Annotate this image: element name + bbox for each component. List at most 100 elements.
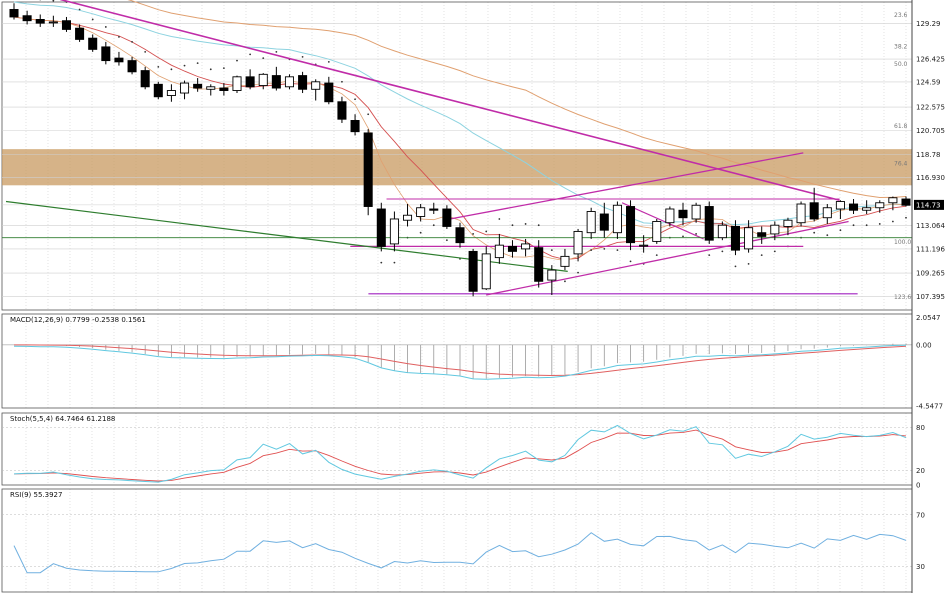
sar-dot [91, 18, 94, 21]
candle [875, 200, 885, 213]
candle [862, 200, 872, 214]
macd-panel: MACD(12,26,9) 0.7799 -0.2538 0.1561 [1, 313, 913, 409]
sar-dot [52, 0, 55, 2]
sar-dot [708, 254, 711, 257]
candle [612, 201, 622, 239]
candle [61, 16, 71, 32]
price-axis: 129.29 126.425 124.59 122.575 120.705 118.78 1… [911, 0, 945, 593]
ma-long-line [127, 0, 907, 199]
candle-bullish [586, 211, 596, 234]
candle-bearish [534, 247, 544, 282]
candle-bullish [180, 82, 190, 94]
fib-label: 23.6 [894, 12, 908, 19]
sar-dot [695, 233, 698, 235]
candle-bearish [337, 101, 347, 120]
candle [547, 265, 557, 296]
sar-dot [445, 239, 448, 242]
candle-bearish [324, 82, 334, 103]
candle [376, 202, 386, 252]
fib-label: 50.0 [894, 61, 908, 68]
candle [560, 248, 570, 271]
sar-dot [905, 216, 907, 219]
candle-bullish [232, 76, 242, 91]
candle-bullish [875, 202, 885, 209]
ma-mid-line [13, 1, 906, 226]
candle [9, 3, 19, 20]
price-tick-label: 111.196 [916, 245, 945, 253]
fib-label: 61.8 [894, 123, 908, 130]
sar-dot [524, 223, 527, 225]
stoch-main-line [13, 424, 907, 483]
candle [88, 34, 98, 52]
channel-upper [449, 152, 804, 220]
candle-bullish [783, 219, 793, 227]
sar-dot [262, 57, 265, 60]
price-tick-label: 116.930 [916, 174, 945, 182]
candle-bullish [612, 204, 622, 234]
candle-bullish [822, 207, 832, 219]
candle-bearish [35, 19, 45, 24]
candle [22, 10, 32, 25]
sar-dot [550, 249, 553, 252]
sar-dot [393, 261, 396, 264]
candle [324, 76, 334, 105]
candle-bearish [429, 208, 439, 211]
sar-dot [419, 231, 422, 234]
candle-bearish [757, 232, 767, 237]
candle [665, 206, 675, 227]
price-tick-label: 113.064 [916, 222, 945, 230]
candle [494, 233, 504, 264]
candle [507, 240, 517, 258]
candle-bullish [311, 81, 321, 90]
candle-bullish [691, 204, 701, 220]
candle-bearish [140, 70, 150, 88]
candle-bullish [206, 86, 216, 90]
candle [796, 201, 806, 227]
candle-bullish [258, 73, 268, 86]
sar-dot [655, 254, 658, 257]
sar-dot [773, 250, 776, 253]
minor-down-line [621, 202, 704, 240]
candle [193, 78, 203, 92]
candle-bearish [22, 15, 32, 22]
price-tick-label: 107.395 [916, 293, 945, 301]
candle-bearish [678, 209, 688, 219]
candle [783, 217, 793, 236]
candle [153, 81, 163, 100]
fib-label: 123.6 [894, 294, 911, 301]
rsi-tick-label: 30 [916, 563, 925, 571]
candle [389, 211, 399, 252]
candle-bearish [901, 198, 911, 206]
candle [206, 84, 216, 96]
sar-dot [760, 254, 763, 257]
current-price-box [914, 199, 944, 210]
candle-bullish [573, 230, 583, 255]
stoch-tick-label: 20 [916, 467, 925, 475]
macd-signal-line [14, 344, 907, 377]
candle [691, 202, 701, 223]
candle [534, 240, 544, 288]
sar-dot [78, 8, 81, 11]
candle [140, 66, 150, 90]
candle-bullish [770, 224, 780, 235]
sar-dot [747, 262, 750, 265]
candle-bearish [271, 75, 281, 89]
sar-dot [380, 261, 383, 264]
candle-bearish [101, 46, 111, 62]
sar-dot [826, 234, 829, 237]
candle [75, 24, 85, 42]
candle [127, 56, 137, 75]
candle [166, 84, 176, 102]
candle [232, 75, 242, 94]
sar-dot [498, 218, 501, 220]
candle [350, 114, 360, 136]
sar-dot [170, 68, 173, 71]
candle [822, 204, 832, 224]
rsi-tick-label: 70 [916, 511, 925, 519]
candle-bullish [389, 218, 399, 245]
candle [730, 220, 740, 256]
candle-bullish [888, 197, 898, 204]
fib-label: 38.2 [894, 43, 908, 50]
ma-short-line [13, 16, 907, 261]
sar-dot [183, 64, 186, 67]
